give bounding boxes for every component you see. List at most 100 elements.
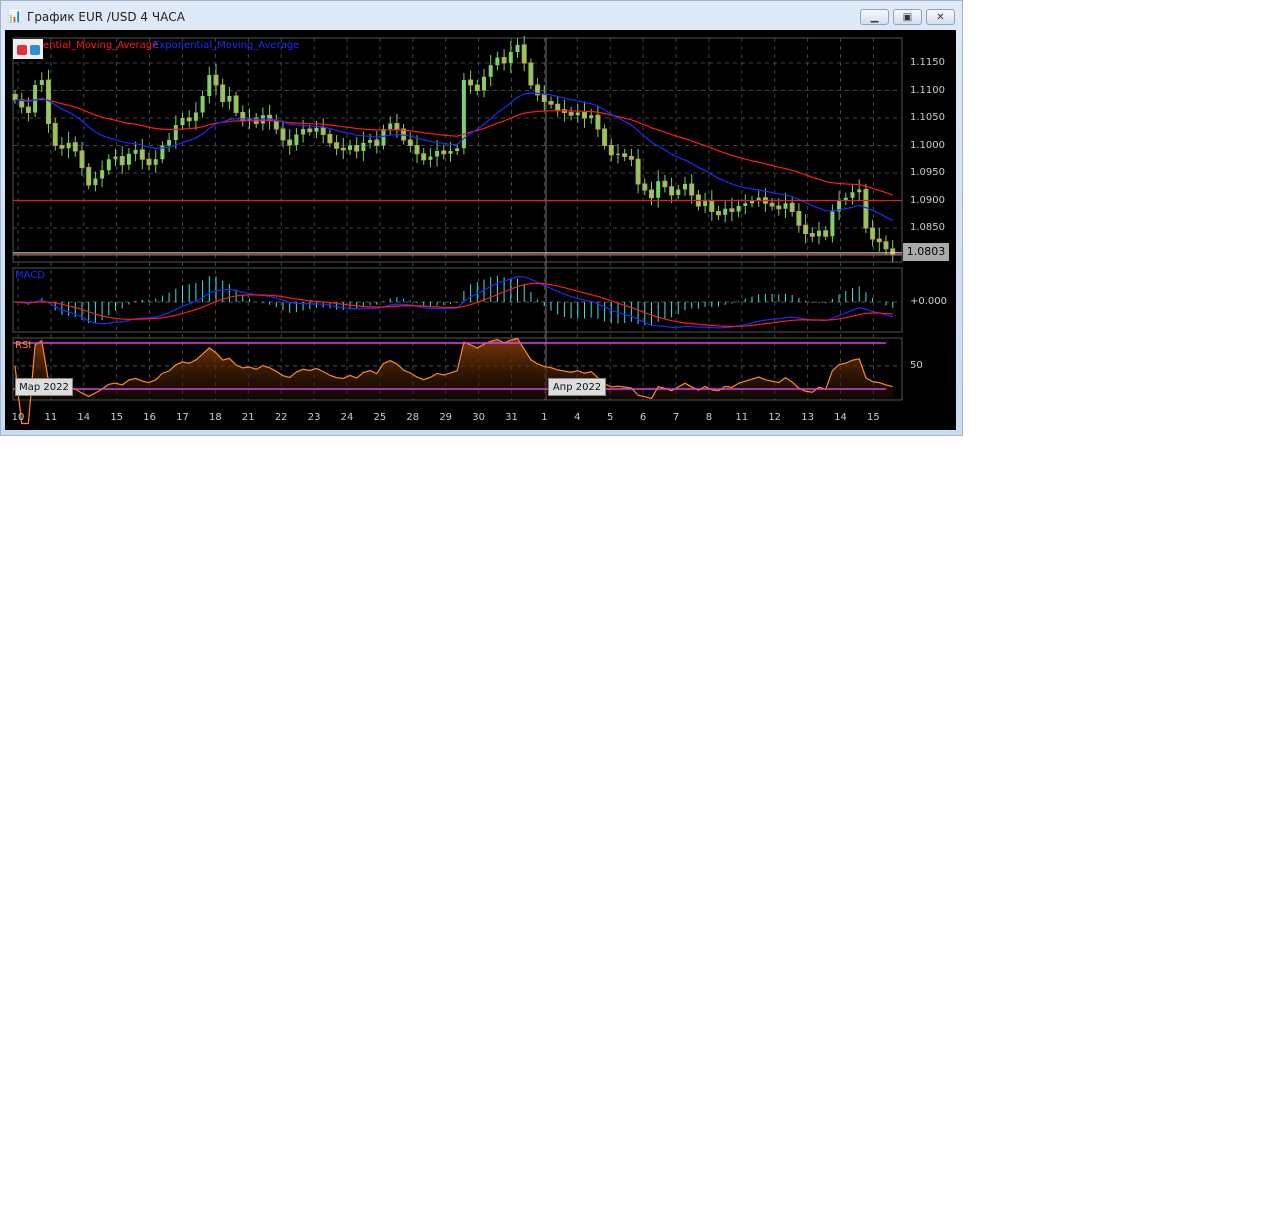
- candle-body: [750, 200, 754, 204]
- candle-body: [441, 150, 447, 155]
- macd-line: [14, 276, 893, 329]
- candle-body: [233, 95, 239, 113]
- candle-body: [857, 189, 862, 193]
- date-tick: 5: [607, 412, 614, 423]
- candle-body: [628, 156, 634, 160]
- candle-body: [830, 211, 835, 237]
- date-tick: 28: [406, 412, 420, 423]
- month-label-april: Апр 2022: [548, 378, 606, 396]
- candle-body: [555, 103, 561, 111]
- candle-body: [348, 145, 352, 150]
- date-tick: 17: [176, 412, 189, 423]
- candle-body: [616, 153, 620, 155]
- candle-body: [495, 57, 500, 66]
- date-tick: 14: [77, 412, 91, 423]
- date-tick: 30: [472, 412, 485, 423]
- candle-body: [589, 115, 594, 118]
- close-icon: ✕: [936, 12, 945, 23]
- current-price-label: 1.0803: [903, 243, 949, 261]
- date-tick: 15: [110, 412, 124, 423]
- candle-body: [307, 128, 313, 133]
- candle-body: [656, 181, 661, 198]
- macd-signal-line: [14, 282, 893, 328]
- candle-body: [455, 148, 460, 151]
- candle-body: [86, 167, 92, 186]
- candle-body: [515, 44, 520, 52]
- candle-body: [461, 80, 466, 149]
- minimize-button[interactable]: ▁: [860, 9, 889, 25]
- date-tick: 11: [44, 412, 58, 423]
- candlestick-chart-icon: 📊: [7, 9, 22, 23]
- date-tick: 24: [340, 412, 354, 423]
- price-tick: 1.1150: [910, 57, 945, 68]
- candle-body: [33, 85, 38, 113]
- candle-body: [602, 128, 608, 146]
- candle-body: [501, 57, 507, 64]
- blue-square-icon: [30, 45, 40, 55]
- candle-body: [361, 142, 366, 151]
- candle-body: [890, 248, 896, 255]
- candle-body: [809, 233, 815, 237]
- candle-body: [870, 227, 876, 240]
- date-tick: 21: [241, 412, 255, 423]
- candle-body: [729, 208, 735, 212]
- rsi-mid-label: 50: [910, 360, 923, 371]
- candle-body: [354, 145, 360, 152]
- date-tick: 11: [735, 412, 749, 423]
- candle-body: [301, 129, 306, 135]
- date-tick: 10: [11, 412, 25, 423]
- date-tick: 29: [439, 412, 453, 423]
- candle-body: [173, 125, 178, 140]
- candle-body: [508, 52, 513, 63]
- candle-body: [876, 238, 882, 243]
- candle-body: [448, 151, 453, 154]
- date-tick: 31: [505, 412, 518, 423]
- candle-body: [521, 44, 527, 64]
- date-tick: 1: [541, 412, 548, 423]
- date-tick: 22: [274, 412, 288, 423]
- candle-body: [435, 151, 440, 157]
- price-tick: 1.0950: [910, 167, 945, 178]
- candle-body: [535, 84, 541, 96]
- candle-body: [683, 184, 687, 190]
- candle-body: [414, 145, 420, 155]
- candle-body: [193, 112, 198, 121]
- candle-body: [421, 153, 427, 161]
- candle-body: [488, 65, 493, 77]
- candle-body: [837, 200, 842, 212]
- candle-body: [709, 200, 715, 212]
- candle-body: [883, 241, 889, 250]
- date-tick: 13: [801, 412, 814, 423]
- date-tick: 23: [307, 412, 321, 423]
- candle-body: [287, 139, 293, 146]
- candle-body: [340, 147, 346, 151]
- price-tick: 1.1050: [910, 112, 945, 123]
- candle-body: [139, 149, 145, 160]
- candle-body: [240, 112, 246, 121]
- candle-body: [823, 230, 829, 237]
- candle-body: [186, 117, 192, 122]
- price-tick: 1.1000: [910, 139, 945, 151]
- date-tick: 15: [867, 412, 880, 423]
- title-bar[interactable]: 📊 График EUR /USD 4 ЧАСА ▁ ▣ ✕: [1, 1, 962, 31]
- restore-button[interactable]: ▣: [893, 9, 922, 25]
- legend-toggle[interactable]: [13, 39, 43, 59]
- candle-body: [662, 180, 668, 188]
- candle-body: [374, 139, 380, 146]
- candle-body: [716, 211, 721, 216]
- close-button[interactable]: ✕: [926, 9, 955, 25]
- candle-body: [776, 205, 782, 210]
- candle-body: [334, 142, 340, 149]
- candle-body: [207, 75, 212, 96]
- candle-body: [12, 93, 18, 101]
- minimize-icon: ▁: [870, 12, 879, 23]
- candle-body: [817, 230, 821, 237]
- candle-body: [736, 206, 741, 212]
- candle-body: [548, 101, 554, 105]
- candle-body: [642, 183, 648, 191]
- chart-canvas[interactable]: [0, 0, 960, 432]
- ema-fast-line: [14, 92, 893, 221]
- candle-body: [93, 178, 98, 186]
- candle-body: [327, 134, 333, 144]
- candle-body: [703, 200, 708, 206]
